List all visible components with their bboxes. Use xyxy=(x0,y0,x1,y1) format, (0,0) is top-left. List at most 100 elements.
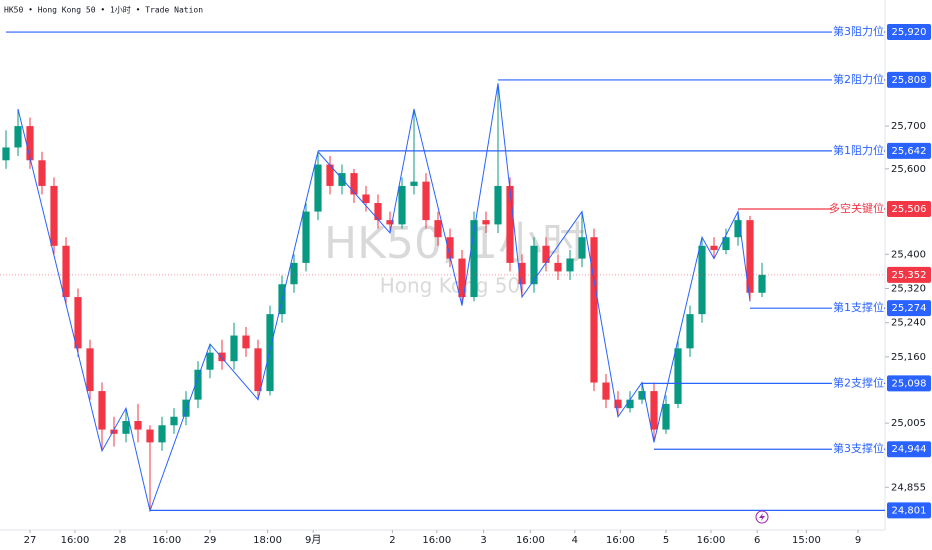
x-tick-label: 27 xyxy=(24,535,37,546)
y-tick-label: 25,005 xyxy=(891,418,926,429)
candle-body xyxy=(566,258,574,272)
candle-body xyxy=(14,126,22,148)
x-tick-label: 4 xyxy=(572,535,578,546)
candle-body xyxy=(110,429,118,434)
event-icon[interactable] xyxy=(755,510,769,524)
zigzag-line xyxy=(17,83,751,513)
level-price-box xyxy=(887,71,931,88)
x-tick-label: 16:00 xyxy=(697,535,726,546)
candle-body xyxy=(554,262,562,272)
candle-body xyxy=(26,126,34,161)
candle-body xyxy=(686,314,694,349)
candle-body xyxy=(626,399,634,409)
y-tick-label: 25,240 xyxy=(891,318,926,329)
x-tick-label: 9月 xyxy=(305,534,321,546)
level-name: 多空关键位 xyxy=(829,201,884,215)
candle-body xyxy=(722,237,730,251)
header: HK50 • Hong Kong 50 • 1小时 • Trade Nation xyxy=(4,5,203,15)
y-tick-label: 25,700 xyxy=(891,121,926,132)
candle-body xyxy=(470,220,478,298)
level-price-label: 25,920 xyxy=(892,27,927,38)
candle-body xyxy=(458,258,466,298)
candle-body xyxy=(134,421,142,430)
candle-body xyxy=(386,220,394,225)
candle-body xyxy=(122,421,130,434)
x-tick-label: 16:00 xyxy=(516,535,545,546)
y-tick-label: 25,320 xyxy=(891,284,926,295)
candle-body xyxy=(2,147,10,161)
candle-body xyxy=(530,245,538,285)
candle-body xyxy=(638,391,646,400)
candle-body xyxy=(62,245,70,298)
x-tick-label: 16:00 xyxy=(152,535,181,546)
candle-body xyxy=(746,220,754,293)
candle-body xyxy=(230,335,238,362)
level-price-label: 24,801 xyxy=(892,505,927,516)
candle-body xyxy=(614,399,622,409)
level-price-label: 24,944 xyxy=(892,444,927,455)
candle-body xyxy=(446,237,454,259)
x-tick-label: 29 xyxy=(204,535,217,546)
candle-body xyxy=(158,425,166,443)
level-name: 第3阻力位 xyxy=(833,24,884,38)
candle-body xyxy=(218,352,226,362)
plot: 25,700 25,600 25,400 25,320 25,240 25,160 25,0… xyxy=(0,24,931,546)
level-price-box xyxy=(887,375,931,392)
x-tick-label: 16:00 xyxy=(606,535,635,546)
x-tick-label: 16:00 xyxy=(422,535,451,546)
level-name: 第1支撑位 xyxy=(833,300,884,314)
candle-body xyxy=(182,399,190,417)
level-name: 第2阻力位 xyxy=(833,72,884,86)
candle-body xyxy=(578,237,586,259)
candle-body xyxy=(326,164,334,186)
candle-body xyxy=(506,185,514,263)
candle-body xyxy=(374,203,382,221)
level-price-box xyxy=(887,441,931,458)
x-tick-label: 9 xyxy=(855,535,861,546)
candle-body xyxy=(698,245,706,315)
level-price-label: 25,274 xyxy=(892,303,927,314)
candle-body xyxy=(422,181,430,221)
level-price-box xyxy=(887,24,931,41)
candle-body xyxy=(74,297,82,349)
level-name-bg xyxy=(832,375,884,392)
candle-body xyxy=(590,237,598,383)
candle-body xyxy=(38,160,46,186)
level-price-box xyxy=(887,201,931,218)
level-name-bg xyxy=(832,441,884,458)
y-tick-label: 25,600 xyxy=(891,164,926,175)
level-name: 第3支撑位 xyxy=(833,441,884,455)
level-name-bg xyxy=(832,24,884,41)
event-bolt xyxy=(759,513,765,521)
x-tick-label: 16:00 xyxy=(61,535,90,546)
candle-body xyxy=(170,416,178,426)
candle-body xyxy=(650,391,658,430)
candle-body xyxy=(98,391,106,430)
level-name-bg xyxy=(832,201,884,218)
level-price-label: 25,642 xyxy=(892,146,927,157)
x-tick-label: 3 xyxy=(480,535,486,546)
candle-body xyxy=(194,369,202,400)
x-tick-label: 15:00 xyxy=(792,535,821,546)
candle-body xyxy=(734,220,742,238)
last-price-box xyxy=(887,266,931,283)
candle-body xyxy=(542,245,550,263)
candle-body xyxy=(602,382,610,400)
candle-body xyxy=(302,211,310,263)
candle-body xyxy=(242,335,250,349)
y-tick-label: 25,400 xyxy=(891,249,926,260)
candle-body xyxy=(518,262,526,285)
level-price-label: 25,506 xyxy=(892,204,927,215)
level-name-bg xyxy=(832,300,884,317)
candle-body xyxy=(146,429,154,443)
watermark-subtitle: Hong Kong 50 xyxy=(380,274,521,298)
watermark: HK50, 1小时 xyxy=(324,218,586,269)
candle-body xyxy=(254,348,262,392)
x-tick-label: 2 xyxy=(389,535,395,546)
candle-body xyxy=(290,262,298,285)
last-price-label: 25,352 xyxy=(892,270,927,281)
candle-body xyxy=(494,185,502,225)
candle-body xyxy=(206,352,214,370)
candle-body xyxy=(482,220,490,225)
